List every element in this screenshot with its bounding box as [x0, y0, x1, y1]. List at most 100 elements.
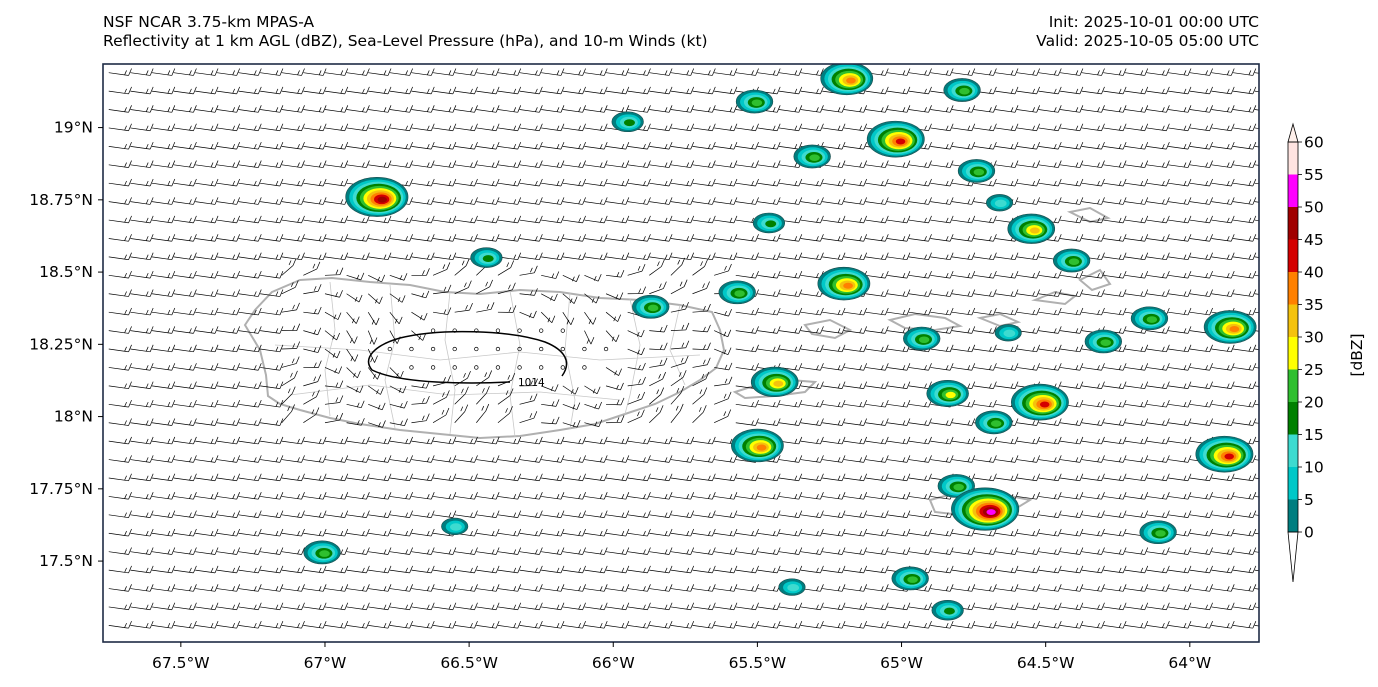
barb-flag — [686, 88, 690, 94]
barb-flag — [1274, 87, 1277, 94]
wind-barb — [173, 68, 197, 76]
wind-barb — [1233, 123, 1257, 132]
wind-barb — [1060, 142, 1084, 150]
barb-flag — [1075, 162, 1079, 168]
wind-barb — [151, 160, 176, 168]
barb-flag — [1187, 68, 1192, 76]
barb-flag — [430, 105, 435, 113]
barb-flag — [686, 180, 690, 186]
barb-flag — [318, 144, 322, 149]
barb-shaft — [1060, 90, 1080, 95]
barb-flag — [989, 70, 992, 76]
barb-flag — [149, 123, 154, 131]
wind-barb — [714, 160, 738, 168]
barb-flag — [1226, 88, 1230, 94]
barb-shaft — [1016, 90, 1037, 95]
barb-flag — [1101, 178, 1105, 187]
barb-flag — [971, 105, 976, 113]
wind-barb — [1038, 178, 1062, 187]
barb-flag — [859, 144, 863, 149]
barb-shaft — [454, 127, 475, 132]
wind-barb — [476, 123, 500, 132]
barb-flag — [1101, 68, 1105, 76]
barb-shaft — [714, 90, 735, 95]
barb-shaft — [476, 72, 497, 76]
wind-barb — [1038, 68, 1062, 76]
barb-flag — [1057, 123, 1062, 131]
barb-flag — [625, 178, 630, 187]
barb-flag — [517, 142, 522, 150]
wind-barb — [281, 68, 305, 76]
barb-flag — [816, 125, 819, 131]
barb-shaft — [887, 109, 907, 113]
barb-flag — [902, 162, 906, 168]
barb-flag — [949, 142, 954, 150]
barb-flag — [556, 107, 560, 112]
barb-flag — [124, 144, 127, 149]
barb-flag — [1036, 160, 1040, 168]
barb-shaft — [951, 182, 972, 187]
barb-shaft — [1124, 146, 1145, 150]
fields-title: Reflectivity at 1 km AGL (dBZ), Sea-Leve… — [103, 32, 708, 50]
barb-flag — [318, 180, 322, 186]
barb-flag — [560, 105, 565, 113]
barb-shaft — [778, 164, 799, 168]
barb-flag — [539, 178, 543, 187]
barb-flag — [1101, 123, 1105, 131]
wind-barb — [324, 142, 349, 150]
wind-barb — [1124, 86, 1149, 95]
barb-shaft — [1016, 164, 1037, 168]
barb-flag — [582, 160, 586, 168]
barb-flag — [1274, 326, 1277, 333]
barb-shaft — [778, 182, 799, 187]
boundary-line — [509, 290, 521, 438]
barb-flag — [1270, 421, 1272, 426]
barb-flag — [1079, 142, 1084, 150]
barb-flag — [1097, 180, 1100, 186]
barb-flag — [1274, 474, 1277, 481]
barb-shaft — [908, 109, 929, 113]
barb-shaft — [843, 109, 864, 113]
barb-flag — [582, 178, 586, 187]
barb-flag — [322, 105, 327, 113]
barb-flag — [625, 142, 630, 150]
barb-flag — [189, 70, 192, 76]
barb-shaft — [1103, 182, 1124, 187]
barb-shaft — [1081, 90, 1102, 95]
barb-flag — [535, 162, 538, 168]
barb-flag — [344, 68, 349, 76]
barb-shaft — [454, 146, 475, 150]
barb-flag — [495, 105, 500, 113]
barb-flag — [1097, 88, 1100, 94]
barb-flag — [729, 180, 733, 186]
barb-shaft — [843, 164, 864, 168]
wind-barb — [433, 178, 457, 187]
wind-barb — [1016, 142, 1040, 150]
barb-shaft — [1103, 164, 1124, 168]
barb-flag — [621, 70, 625, 76]
barb-flag — [322, 68, 327, 76]
barb-flag — [841, 105, 846, 113]
barb-shaft — [627, 109, 648, 113]
barb-flag — [712, 178, 716, 187]
barb-flag — [1274, 197, 1277, 204]
barb-shaft — [216, 127, 237, 132]
barb-shaft — [1124, 72, 1145, 76]
barb-shaft — [541, 90, 562, 95]
barb-flag — [383, 88, 387, 94]
barb-flag — [776, 123, 781, 131]
wind-barb — [346, 123, 370, 132]
barb-shaft — [324, 182, 345, 187]
barb-flag — [603, 178, 608, 187]
barb-shaft — [541, 109, 562, 113]
barb-flag — [949, 105, 954, 113]
barb-shaft — [195, 164, 216, 168]
barb-flag — [664, 70, 668, 76]
barb-flag — [474, 142, 478, 150]
barb-shaft — [1124, 109, 1145, 113]
barb-shaft — [519, 109, 540, 113]
wind-barb — [1146, 105, 1170, 113]
barb-shaft — [562, 90, 583, 95]
barb-flag — [257, 105, 262, 113]
barb-shaft — [865, 182, 886, 187]
